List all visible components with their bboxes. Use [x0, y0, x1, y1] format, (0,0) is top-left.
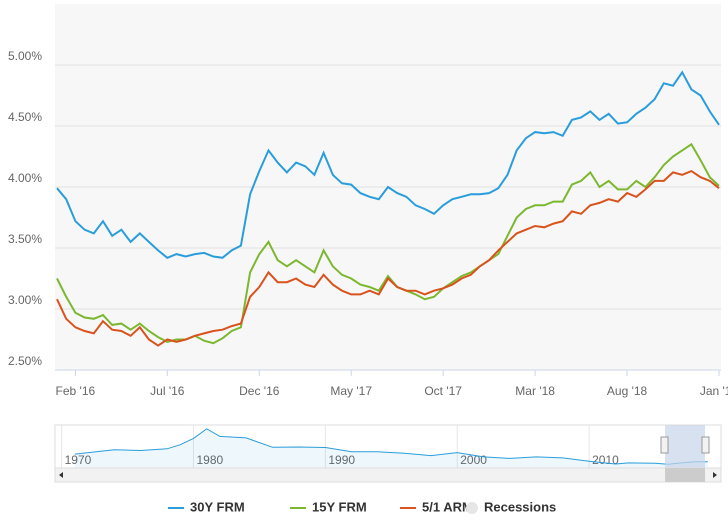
y-tick-label: 4.50% [8, 110, 42, 124]
line-series [56, 169, 720, 347]
legend-label: 30Y FRM [190, 499, 245, 514]
y-tick-label: 3.00% [8, 293, 42, 307]
x-tick-label: Aug '18 [607, 384, 648, 398]
scrollbar-thumb[interactable] [665, 468, 705, 482]
x-tick-label: Oct '17 [424, 384, 462, 398]
navigator-handle[interactable] [660, 436, 669, 454]
navigator-handle[interactable] [701, 436, 710, 454]
x-tick-label: Jan '19 [700, 384, 728, 398]
legend-label: Recessions [484, 499, 556, 514]
legend-label: 15Y FRM [312, 499, 367, 514]
navigator [54, 424, 722, 469]
x-tick-label: Jul '16 [150, 384, 185, 398]
navigator-line [74, 428, 708, 465]
navigator-area [74, 428, 708, 468]
scroll-right[interactable] [713, 472, 717, 478]
navigator-tick-label: 1980 [196, 453, 223, 467]
line-series [56, 142, 720, 345]
line-series [56, 70, 720, 259]
y-tick-label: 5.00% [8, 49, 42, 63]
navigator-selection[interactable] [665, 425, 705, 468]
legend-symbol [466, 502, 478, 514]
x-tick-label: Mar '18 [515, 384, 555, 398]
navigator-tick-label: 1990 [328, 453, 355, 467]
y-tick-label: 4.00% [8, 171, 42, 185]
scrollbar[interactable] [54, 467, 722, 483]
x-tick-label: Dec '16 [239, 384, 280, 398]
x-tick-label: Feb '16 [56, 384, 96, 398]
scroll-left[interactable] [59, 472, 63, 478]
navigator-tick-label: 1970 [65, 453, 92, 467]
y-tick-label: 2.50% [8, 354, 42, 368]
legend-label: 5/1 ARM [422, 499, 473, 514]
x-tick-label: May '17 [330, 384, 372, 398]
y-tick-label: 3.50% [8, 232, 42, 246]
